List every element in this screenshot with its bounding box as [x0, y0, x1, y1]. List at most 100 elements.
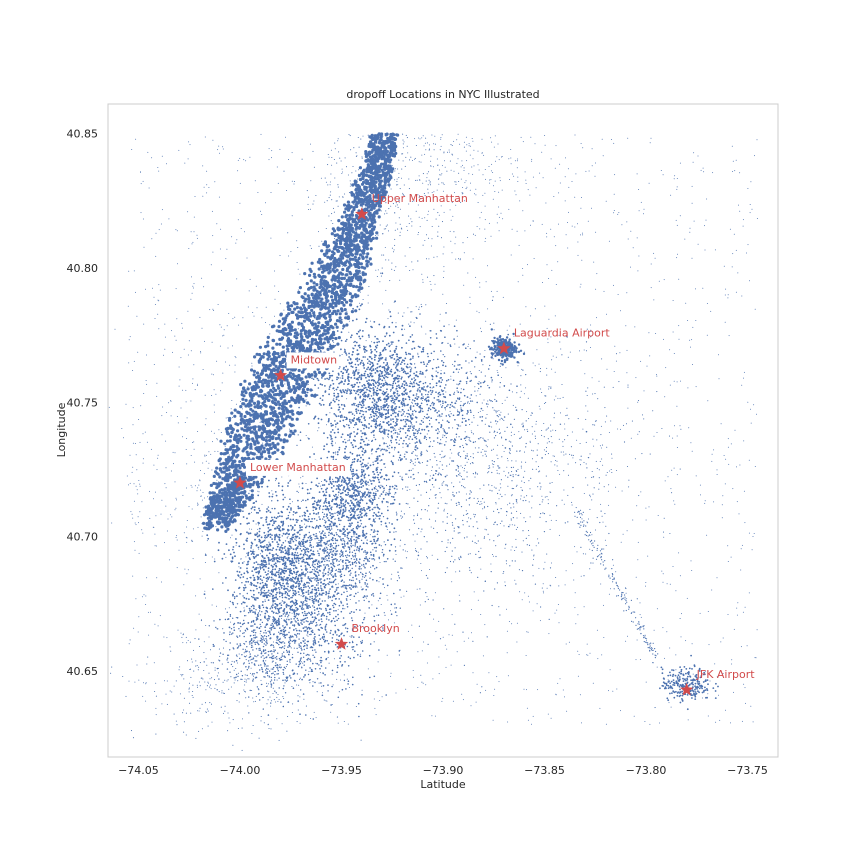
- scatter-point: [432, 404, 435, 406]
- scatter-point: [364, 398, 367, 401]
- scatter-point: [359, 396, 362, 399]
- scatter-point: [435, 375, 438, 378]
- scatter-point: [448, 414, 450, 416]
- scatter-point: [338, 312, 342, 316]
- scatter-point: [227, 468, 231, 472]
- scatter-point: [257, 360, 261, 364]
- scatter-point: [418, 411, 421, 414]
- scatter-point: [382, 406, 385, 409]
- scatter-point: [358, 418, 361, 421]
- scatter-point: [388, 326, 391, 328]
- scatter-point: [329, 320, 332, 323]
- scatter-point: [339, 477, 341, 479]
- scatter-point: [302, 314, 306, 318]
- scatter-point: [361, 499, 364, 502]
- scatter-point: [368, 379, 370, 382]
- scatter-point: [234, 464, 238, 469]
- scatter-point: [270, 418, 275, 422]
- scatter-point: [362, 393, 364, 396]
- scatter-point: [349, 504, 351, 507]
- scatter-point: [323, 432, 325, 435]
- scatter-point: [254, 446, 258, 451]
- scatter-point: [329, 335, 333, 339]
- scatter-point: [378, 430, 381, 433]
- scatter-point: [322, 269, 326, 273]
- scatter-point: [411, 417, 414, 420]
- scatter-point: [379, 365, 382, 368]
- scatter-point: [376, 503, 378, 506]
- scatter-point: [357, 503, 360, 505]
- scatter-point: [465, 372, 468, 375]
- scatter-point: [243, 379, 247, 383]
- scatter-point: [340, 276, 344, 281]
- scatter-point: [323, 312, 327, 316]
- scatter-point: [359, 363, 362, 365]
- scatter-point: [336, 342, 340, 346]
- scatter-point: [340, 480, 343, 483]
- scatter-point: [244, 494, 248, 498]
- scatter-point: [323, 502, 326, 504]
- scatter-point: [372, 492, 375, 495]
- scatter-point: [396, 385, 398, 388]
- scatter-point: [356, 377, 359, 380]
- scatter-point: [302, 370, 305, 372]
- scatter-point: [328, 527, 331, 530]
- scatter-point: [360, 456, 362, 459]
- scatter-point: [276, 442, 280, 446]
- scatter-point: [376, 344, 379, 347]
- scatter-point: [337, 276, 341, 280]
- scatter-point: [408, 438, 410, 440]
- scatter-point: [340, 331, 343, 334]
- scatter-point: [394, 351, 396, 354]
- scatter-point: [344, 506, 347, 509]
- scatter-point: [348, 389, 351, 391]
- scatter-point: [385, 412, 388, 415]
- scatter-point: [333, 431, 336, 434]
- scatter-point: [378, 517, 381, 520]
- scatter-point: [378, 377, 380, 379]
- scatter-point: [344, 215, 348, 219]
- scatter-point: [331, 283, 335, 287]
- scatter-point: [324, 316, 328, 320]
- scatter-point: [360, 374, 363, 377]
- scatter-point: [316, 477, 318, 480]
- scatter-point: [368, 135, 372, 139]
- scatter-point: [237, 496, 241, 500]
- scatter-point: [372, 463, 375, 466]
- scatter-point: [354, 238, 358, 242]
- scatter-point: [354, 445, 357, 448]
- scatter-point: [355, 341, 358, 344]
- scatter-point: [228, 465, 232, 469]
- scatter-point: [399, 459, 402, 462]
- scatter-point: [379, 486, 382, 489]
- scatter-point: [392, 363, 395, 366]
- scatter-point: [351, 386, 354, 388]
- scatter-point: [398, 375, 401, 378]
- scatter-point: [373, 420, 376, 423]
- scatter-point: [236, 508, 240, 512]
- scatter-point: [282, 359, 286, 363]
- scatter-point: [362, 364, 365, 367]
- scatter-point: [330, 436, 332, 438]
- scatter-point: [332, 524, 335, 527]
- scatter-point: [348, 225, 352, 229]
- scatter-point: [246, 443, 250, 447]
- scatter-point: [345, 235, 349, 239]
- scatter-point: [385, 450, 387, 452]
- scatter-point: [410, 476, 412, 478]
- scatter-point: [376, 424, 379, 427]
- scatter-point: [317, 379, 320, 382]
- scatter-point: [378, 340, 380, 343]
- scatter-point: [336, 376, 338, 379]
- scatter-point: [405, 388, 407, 391]
- scatter-point: [427, 416, 430, 419]
- scatter-point: [370, 369, 373, 372]
- scatter-point: [338, 316, 342, 320]
- scatter-point: [446, 379, 448, 382]
- scatter-point: [387, 429, 390, 432]
- scatter-point: [345, 278, 350, 282]
- scatter-point: [260, 389, 264, 393]
- scatter-point: [328, 393, 330, 396]
- scatter-point: [344, 312, 348, 316]
- scatter-point: [348, 356, 350, 358]
